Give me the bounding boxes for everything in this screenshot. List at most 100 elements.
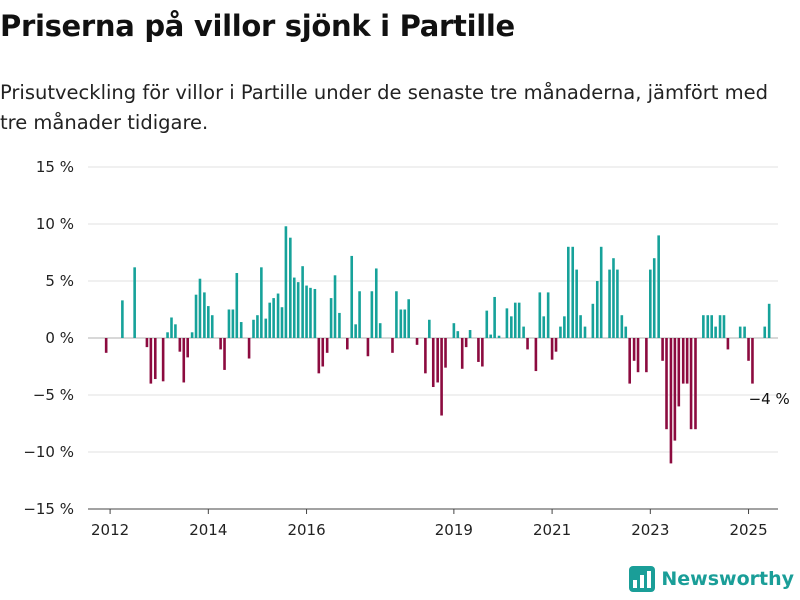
chart-subtitle: Prisutveckling för villor i Partille und… (0, 81, 769, 134)
bar (301, 266, 304, 338)
bar (170, 317, 173, 338)
bar (485, 310, 489, 338)
bar (378, 323, 382, 338)
bar (317, 338, 321, 374)
bar (436, 338, 439, 383)
bar (121, 300, 124, 338)
bar (612, 258, 615, 338)
bar (665, 338, 668, 430)
bar (624, 326, 628, 338)
bars (104, 226, 771, 464)
value-annotation: −4 % (749, 390, 790, 408)
bar (370, 291, 374, 338)
x-tick-label: 2021 (533, 521, 571, 539)
brand-logo: Newsworthy (629, 566, 794, 592)
bar (272, 298, 275, 338)
bar (292, 277, 296, 338)
grid-lines (88, 166, 778, 453)
bar (190, 332, 194, 338)
bar (685, 338, 689, 384)
bar (207, 306, 210, 338)
x-tick-label: 2016 (287, 521, 325, 539)
bar (645, 338, 648, 373)
bar (743, 326, 746, 338)
bar (338, 312, 341, 338)
bar (542, 316, 546, 338)
bar (289, 237, 292, 338)
bar (657, 235, 660, 338)
bar (628, 338, 631, 384)
bar (673, 338, 677, 441)
bar (575, 269, 578, 338)
bar (608, 269, 611, 338)
bar (526, 338, 529, 350)
bar (571, 246, 575, 338)
bar (161, 338, 165, 382)
bar (738, 326, 742, 338)
bar (198, 278, 202, 338)
bar (718, 315, 722, 338)
bar (252, 319, 255, 338)
bar (510, 316, 513, 338)
bar (182, 338, 186, 383)
bar (464, 338, 468, 348)
bar (652, 258, 656, 338)
y-axis-ticks: 15 % 10 % 5 % 0 % −5 % −10 % −15 % (23, 158, 74, 518)
bar (505, 308, 509, 338)
bar (186, 338, 189, 358)
bar (534, 338, 538, 372)
bar (591, 303, 595, 338)
bar (513, 302, 517, 338)
bar (231, 309, 235, 338)
y-tick-label: 15 % (36, 158, 74, 176)
bar (239, 322, 243, 338)
bar (321, 338, 325, 367)
bar-chart: 15 %10 %5 %0 %−5 %−10 %−15 % 2012 2014 201… (23, 158, 790, 539)
bar (391, 338, 394, 353)
x-tick-label: 2023 (631, 521, 669, 539)
bar (305, 285, 308, 338)
bar (284, 226, 288, 338)
bar (354, 324, 357, 338)
bar (710, 315, 713, 338)
bar (350, 255, 354, 338)
bar (595, 281, 599, 338)
bar (407, 299, 410, 338)
y-tick-label: 10 % (36, 215, 74, 233)
bar (374, 268, 378, 338)
bar (632, 338, 636, 361)
x-tick-label: 2025 (729, 521, 767, 539)
brand-name: Newsworthy (661, 568, 794, 590)
bar (689, 338, 693, 430)
bar (428, 319, 431, 338)
bar (468, 330, 472, 338)
bar (424, 338, 427, 374)
bar (706, 315, 710, 338)
x-tick-label: 2019 (435, 521, 473, 539)
bar (166, 332, 169, 338)
bar (235, 273, 239, 338)
bar (333, 275, 337, 338)
newsworthy-logo-icon (629, 566, 656, 592)
annotations: −4 % (749, 390, 790, 408)
bar (559, 326, 562, 338)
bar (268, 302, 272, 338)
bar (522, 326, 525, 338)
bar (579, 315, 582, 338)
bar (329, 298, 333, 338)
bar (493, 296, 496, 338)
x-axis: 2012 2014 2016 2019 2021 2023 2025 (88, 508, 778, 539)
bar (358, 291, 361, 338)
bar (403, 309, 407, 338)
bar (149, 338, 153, 384)
bar (456, 331, 460, 338)
bar (178, 338, 182, 352)
bar (280, 307, 284, 338)
bar (346, 338, 349, 350)
bar (661, 338, 664, 361)
x-tick-label: 2014 (189, 521, 227, 539)
bar (431, 338, 435, 388)
bar (452, 323, 456, 338)
y-tick-label: −5 % (33, 386, 74, 404)
bar (145, 338, 149, 348)
